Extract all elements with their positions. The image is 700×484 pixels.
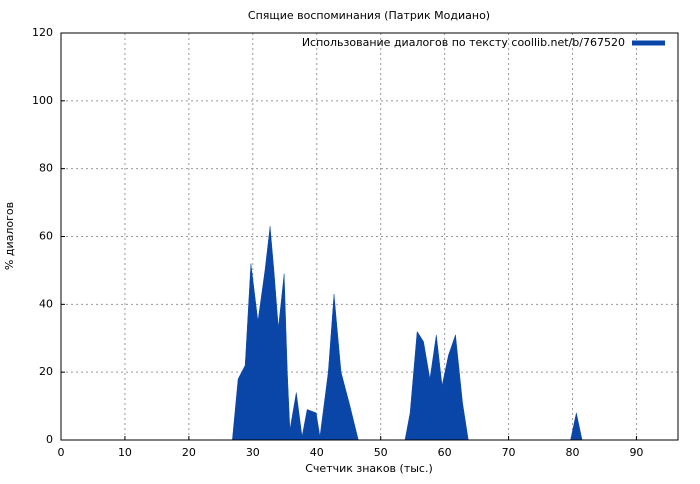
y-tick-label: 100 bbox=[32, 94, 53, 107]
legend-label: Использование диалогов по тексту coollib… bbox=[302, 36, 625, 49]
y-tick-label: 120 bbox=[32, 26, 53, 39]
area bbox=[232, 226, 583, 441]
x-tick-label: 0 bbox=[58, 446, 65, 459]
x-tick-label: 60 bbox=[438, 446, 452, 459]
x-tick-label: 30 bbox=[246, 446, 260, 459]
x-tick-label: 40 bbox=[310, 446, 324, 459]
x-tick-label: 50 bbox=[374, 446, 388, 459]
chart-title: Спящие воспоминания (Патрик Модиано) bbox=[248, 9, 490, 22]
x-tick-label: 80 bbox=[566, 446, 580, 459]
y-tick-label: 80 bbox=[39, 162, 53, 175]
x-tick-label: 90 bbox=[629, 446, 643, 459]
y-tick-label: 40 bbox=[39, 297, 53, 310]
plot-frame bbox=[60, 32, 679, 441]
x-tick-label: 70 bbox=[502, 446, 516, 459]
x-axis-label: Счетчик знаков (тыс.) bbox=[305, 462, 433, 475]
y-axis-label: % диалогов bbox=[3, 202, 16, 270]
y-tick-label: 20 bbox=[39, 365, 53, 378]
legend-swatch bbox=[632, 40, 665, 46]
y-tick-label: 60 bbox=[39, 230, 53, 243]
x-tick-label: 20 bbox=[182, 446, 196, 459]
x-tick-label: 10 bbox=[118, 446, 132, 459]
y-tick-label: 0 bbox=[46, 433, 53, 446]
